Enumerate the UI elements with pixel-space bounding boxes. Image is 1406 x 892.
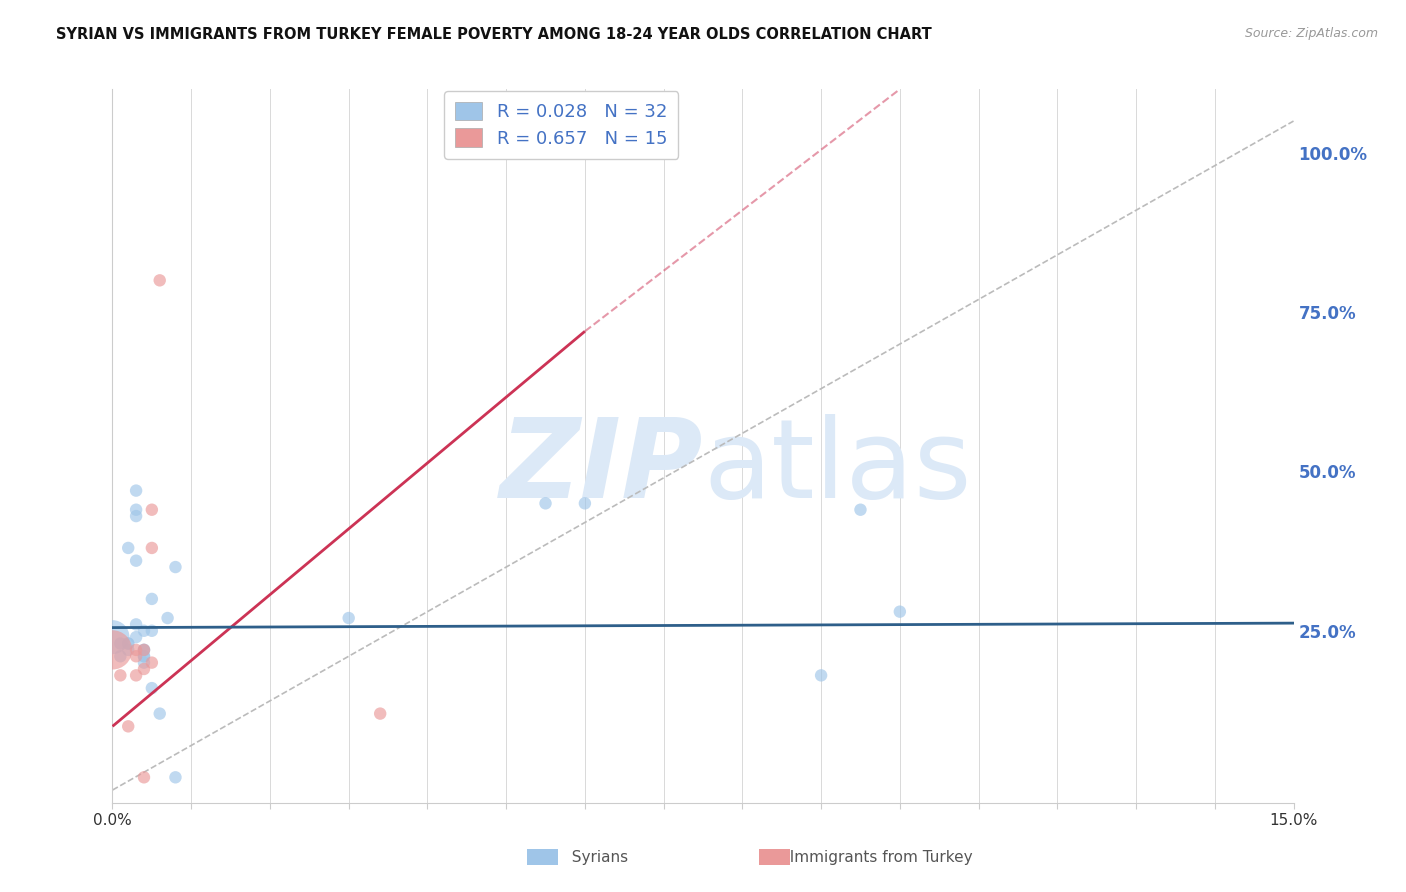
- Point: [534, 145, 557, 160]
- Text: SYRIAN VS IMMIGRANTS FROM TURKEY FEMALE POVERTY AMONG 18-24 YEAR OLDS CORRELATIO: SYRIAN VS IMMIGRANTS FROM TURKEY FEMALE …: [56, 27, 932, 42]
- Point: [534, 496, 557, 510]
- Point: [132, 656, 155, 670]
- Point: [132, 770, 155, 784]
- Point: [165, 560, 187, 574]
- Point: [141, 624, 163, 638]
- Point: [117, 719, 139, 733]
- Point: [101, 630, 124, 644]
- Point: [125, 502, 148, 516]
- Point: [849, 502, 872, 516]
- Point: [149, 706, 172, 721]
- Point: [101, 643, 124, 657]
- Point: [125, 617, 148, 632]
- Point: [117, 541, 139, 555]
- Point: [125, 649, 148, 664]
- Point: [574, 496, 596, 510]
- Point: [337, 611, 360, 625]
- Point: [125, 668, 148, 682]
- Point: [117, 643, 139, 657]
- Legend: R = 0.028   N = 32, R = 0.657   N = 15: R = 0.028 N = 32, R = 0.657 N = 15: [444, 91, 678, 159]
- Point: [132, 643, 155, 657]
- Text: Source: ZipAtlas.com: Source: ZipAtlas.com: [1244, 27, 1378, 40]
- Point: [149, 273, 172, 287]
- Point: [141, 681, 163, 695]
- Point: [165, 770, 187, 784]
- Point: [110, 636, 132, 650]
- Point: [132, 643, 155, 657]
- Point: [125, 630, 148, 644]
- Point: [141, 502, 163, 516]
- Point: [132, 649, 155, 664]
- Point: [132, 624, 155, 638]
- Text: atlas: atlas: [703, 414, 972, 521]
- Point: [110, 668, 132, 682]
- Point: [117, 636, 139, 650]
- Point: [125, 554, 148, 568]
- Point: [132, 649, 155, 664]
- Point: [125, 643, 148, 657]
- Text: ZIP: ZIP: [499, 414, 703, 521]
- Point: [889, 605, 911, 619]
- Text: Syrians: Syrians: [562, 850, 628, 865]
- Point: [132, 662, 155, 676]
- Point: [141, 591, 163, 606]
- Point: [368, 706, 391, 721]
- Point: [156, 611, 179, 625]
- Point: [810, 668, 832, 682]
- Point: [141, 656, 163, 670]
- Point: [125, 509, 148, 524]
- Point: [110, 649, 132, 664]
- Point: [141, 541, 163, 555]
- Point: [132, 643, 155, 657]
- Point: [125, 483, 148, 498]
- Text: Immigrants from Turkey: Immigrants from Turkey: [780, 850, 973, 865]
- Point: [117, 636, 139, 650]
